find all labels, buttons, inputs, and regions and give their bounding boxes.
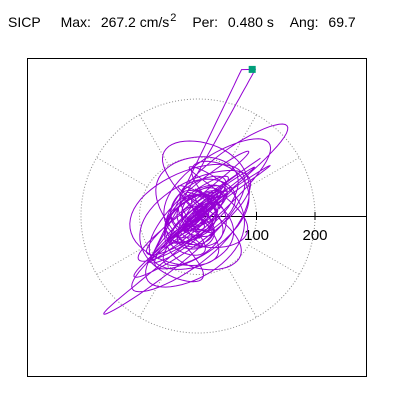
max-label: Max: (60, 14, 91, 30)
grid-spoke-330 (248, 244, 300, 275)
component-name: SICP (8, 14, 41, 30)
plot-frame (27, 58, 367, 377)
grid-spoke-210 (96, 244, 148, 275)
motion-trace (103, 68, 289, 315)
max-unit-exponent: 2 (170, 12, 177, 24)
peak-marker (248, 65, 256, 73)
tick-label-100: 100 (244, 227, 269, 244)
tick-label-200: 200 (302, 227, 327, 244)
angle-value: 69.7 (328, 14, 356, 30)
grid-spoke-150 (96, 157, 148, 188)
chart-header: SICP Max: 267.2 cm/s2 Per: 0.480 s Ang: … (8, 12, 400, 36)
max-value: 267.2 cm/s (100, 14, 170, 30)
radial-ticks: 100 200 (244, 212, 328, 244)
period-value: 0.480 s (227, 14, 274, 30)
grid-spoke-30 (248, 157, 300, 188)
grid-spoke-120 (139, 114, 170, 166)
period-label: Per: (192, 14, 218, 30)
grid-spoke-300 (226, 266, 257, 318)
angle-label: Ang: (289, 14, 319, 30)
grid-spoke-60 (226, 114, 257, 166)
grid-spoke-240 (139, 266, 170, 318)
